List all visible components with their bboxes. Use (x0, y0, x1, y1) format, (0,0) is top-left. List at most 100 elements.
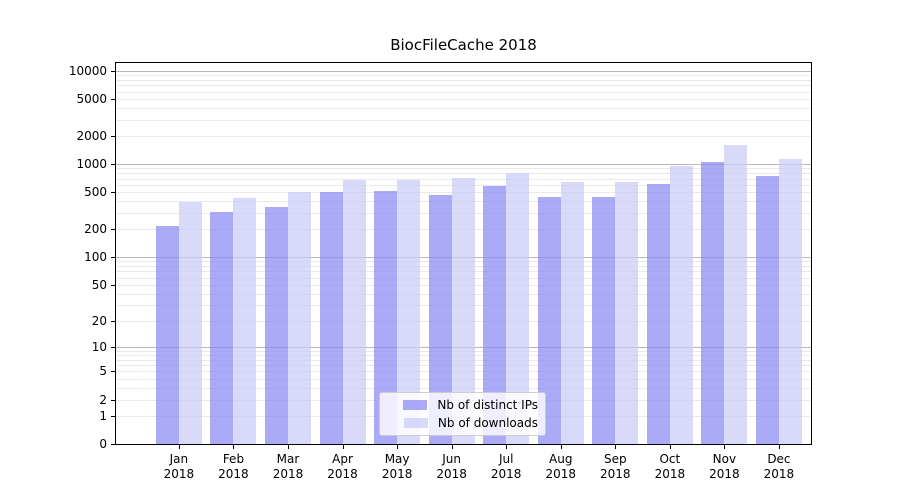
y-gridline-minor (116, 173, 811, 175)
x-label-year: 2018 (163, 467, 195, 481)
legend: Nb of distinct IPs Nb of downloads (379, 392, 546, 436)
bar-downloads-mar (288, 192, 311, 444)
x-label-year: 2018 (381, 467, 413, 481)
y-tick-mark (111, 399, 115, 401)
x-tick-mark (724, 445, 726, 449)
x-label-year: 2018 (436, 467, 467, 481)
x-tick-mark (669, 445, 671, 449)
bar-downloads-feb (233, 198, 257, 444)
x-label-year: 2018 (327, 467, 358, 481)
legend-label-downloads: Nb of downloads (437, 416, 538, 430)
x-tick-mark (451, 445, 453, 449)
y-gridline-major (116, 71, 811, 72)
y-tick-label: 10000 (68, 64, 107, 78)
x-label-month: Jul (498, 452, 514, 466)
x-tick-mark (560, 445, 562, 449)
y-gridline-minor (116, 80, 811, 82)
bar-downloads-sep (615, 182, 639, 444)
y-tick-label: 2 (99, 392, 107, 407)
x-label-month: Aug (549, 452, 573, 466)
bar-downloads-dec (778, 159, 802, 444)
y-gridline-minor (116, 136, 811, 138)
x-label-year: 2018 (709, 467, 740, 481)
bar-downloads-oct (669, 165, 693, 444)
x-label-year: 2018 (218, 467, 249, 481)
y-tick-label: 5 (99, 364, 107, 379)
legend-swatch-distinct-ips (403, 400, 428, 410)
x-label-year: 2018 (490, 467, 522, 481)
x-label-year: 2018 (272, 467, 304, 481)
x-label-month: Jun (442, 452, 462, 466)
chart-title: BiocFileCache 2018 (390, 36, 537, 54)
x-label-month: Mar (276, 452, 300, 466)
bar-distinct-ips-jun (428, 195, 452, 444)
y-tick-mark (111, 192, 115, 194)
x-tick-label: Aug 2018 (529, 452, 593, 482)
y-tick-mark (111, 164, 115, 166)
bar-distinct-ips-oct (646, 183, 670, 444)
y-tick-mark (111, 257, 115, 259)
bar-distinct-ips-jan (155, 226, 179, 444)
bar-distinct-ips-nov (701, 162, 725, 444)
bar-distinct-ips-apr (319, 192, 343, 444)
x-label-month: Nov (712, 452, 737, 466)
x-tick-label: Dec 2018 (747, 452, 811, 482)
y-tick-label: 2000 (76, 129, 107, 144)
y-tick-mark (111, 346, 115, 348)
y-gridline-minor (116, 85, 811, 87)
x-label-month: Dec (767, 452, 791, 466)
y-tick-mark (111, 371, 115, 373)
x-tick-mark (288, 445, 289, 449)
bar-distinct-ips-jul (483, 185, 507, 444)
bar-distinct-ips-sep (592, 196, 616, 444)
y-tick-label: 50 (91, 277, 107, 292)
bar-downloads-jul (506, 173, 530, 444)
y-tick-mark (111, 229, 115, 231)
x-label-month: May (384, 452, 410, 466)
y-tick-mark (111, 284, 115, 286)
y-tick-mark (111, 71, 115, 72)
bar-distinct-ips-aug (537, 196, 561, 444)
y-tick-mark (111, 444, 115, 445)
y-gridline-minor (116, 91, 811, 93)
y-gridline-minor (116, 168, 811, 170)
x-tick-label: Mar 2018 (256, 452, 320, 482)
x-tick-mark (397, 445, 399, 449)
bar-distinct-ips-mar (265, 207, 288, 444)
x-tick-label: Jan 2018 (147, 452, 211, 482)
bar-downloads-aug (560, 182, 584, 444)
legend-label-distinct-ips: Nb of distinct IPs (437, 398, 538, 412)
y-tick-mark (111, 99, 115, 101)
x-tick-mark (778, 445, 780, 449)
x-tick-label: Jun 2018 (420, 452, 484, 482)
x-label-month: Oct (659, 452, 681, 466)
x-tick-label: Feb 2018 (201, 452, 265, 482)
x-label-month: Feb (222, 452, 245, 466)
y-gridline-minor (116, 75, 811, 77)
y-tick-label: 500 (84, 185, 107, 200)
y-gridline-minor (116, 119, 811, 121)
x-tick-label: May 2018 (365, 452, 429, 482)
y-gridline-major (116, 164, 811, 166)
y-tick-label: 20 (91, 313, 107, 328)
x-tick-label: Jul 2018 (474, 452, 538, 482)
x-tick-mark (342, 445, 344, 449)
bar-distinct-ips-feb (210, 211, 234, 444)
x-tick-mark (615, 445, 617, 449)
legend-item-downloads: Nb of downloads (387, 416, 538, 430)
x-label-year: 2018 (763, 467, 795, 481)
legend-item-distinct-ips: Nb of distinct IPs (387, 398, 538, 412)
x-label-year: 2018 (545, 467, 577, 481)
y-tick-mark (111, 415, 115, 417)
x-label-month: Apr (332, 452, 353, 466)
x-tick-mark (178, 445, 180, 449)
bar-downloads-jan (178, 202, 202, 444)
bar-downloads-may (397, 179, 421, 444)
x-tick-label: Sep 2018 (583, 452, 647, 482)
x-label-month: Sep (603, 452, 627, 466)
bar-downloads-apr (342, 179, 366, 444)
x-tick-mark (233, 445, 235, 449)
y-tick-label: 5000 (76, 92, 107, 107)
y-tick-label: 100 (84, 250, 107, 265)
